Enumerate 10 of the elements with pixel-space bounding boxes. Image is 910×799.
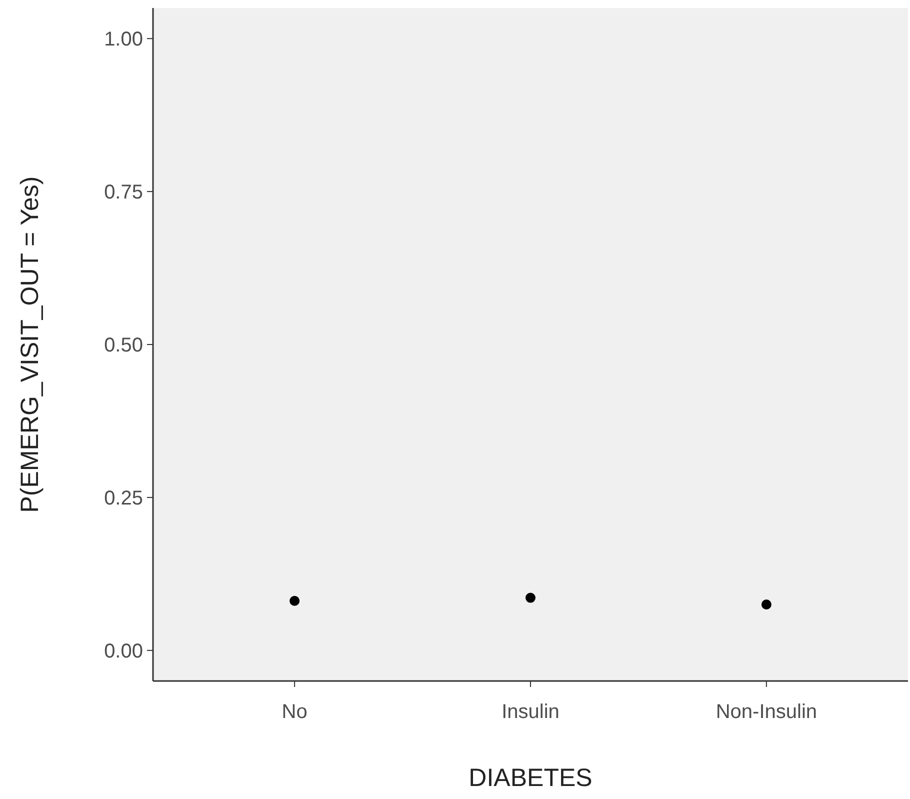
x-tick-label: No bbox=[282, 701, 308, 723]
y-tick-label: 0.75 bbox=[104, 182, 143, 204]
x-tick-label: Non-Insulin bbox=[716, 701, 818, 723]
y-axis-title: P(EMERG_VISIT_OUT = Yes) bbox=[16, 176, 44, 513]
x-axis-title: DIABETES bbox=[468, 764, 592, 792]
y-tick-label: 0.00 bbox=[104, 640, 143, 662]
y-tick-label: 1.00 bbox=[104, 28, 143, 51]
x-tick-label: Insulin bbox=[502, 701, 560, 723]
y-tick-label: 0.50 bbox=[104, 334, 143, 356]
y-tick-label: 0.25 bbox=[104, 487, 143, 510]
